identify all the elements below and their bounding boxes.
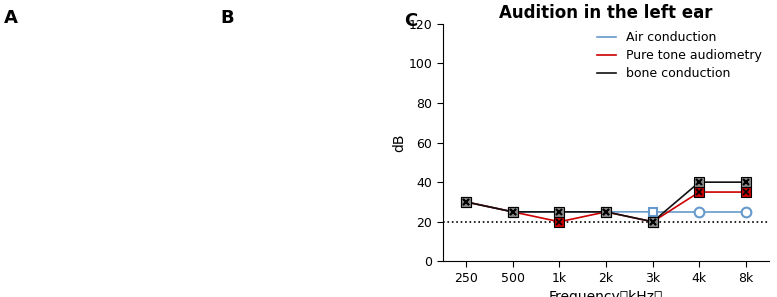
Text: A: A — [5, 9, 18, 27]
Legend: Air conduction, Pure tone audiometry, bone conduction: Air conduction, Pure tone audiometry, bo… — [592, 26, 767, 85]
Title: Audition in the left ear: Audition in the left ear — [500, 4, 713, 22]
Y-axis label: dB: dB — [392, 133, 406, 152]
X-axis label: Frequency（kHz）: Frequency（kHz） — [549, 290, 664, 297]
Text: B: B — [220, 9, 234, 27]
Text: C: C — [404, 12, 417, 30]
